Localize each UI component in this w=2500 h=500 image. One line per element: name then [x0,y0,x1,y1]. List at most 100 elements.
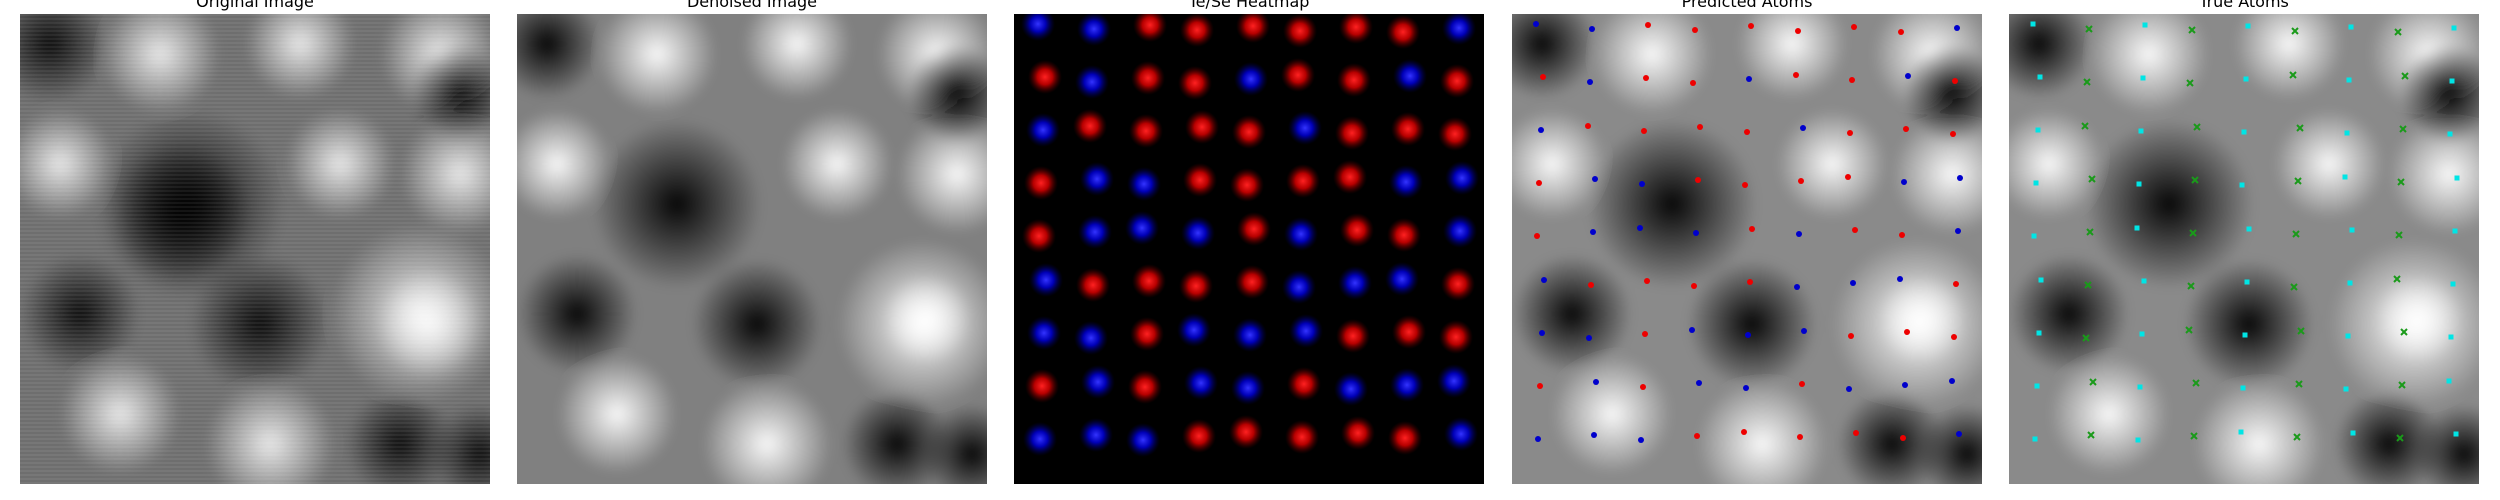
predicted-atom-dot [1744,129,1750,135]
predicted-atom-dot [1533,21,1539,27]
heatmap-title: Te/Se Heatmap [1188,0,1310,11]
heatmap-atom-glow [1182,419,1216,453]
predicted-atom-dot [1899,232,1905,238]
denoised-image-title: Denoised Image [686,0,818,11]
true-atom-marker [2294,177,2302,185]
heatmap-panel: Te/Se Heatmap [1014,0,1484,484]
heatmap-atom-glow [1025,369,1059,403]
true-atom-marker [2244,279,2250,285]
predicted-atom-dot [1741,429,1747,435]
predicted-atom-dot [1644,278,1650,284]
predicted-atom-dot [1695,177,1701,183]
true-atom-marker [2034,383,2040,389]
heatmap-atom-glow [1337,63,1371,97]
predicted-atom-dot [1539,330,1545,336]
true-atoms-panel: True Atoms [2009,0,2479,484]
predicted-atom-dot [1691,283,1697,289]
true-atom-marker [2344,130,2350,136]
true-atom-marker [2399,125,2407,133]
heatmap-atoms [1021,14,1479,457]
predicted-atoms-image [1512,14,1982,484]
heatmap-atom-glow [1185,110,1219,144]
heatmap-atom-glow [1284,217,1318,251]
predicted-atom-dot [1746,76,1752,82]
predicted-atom-dot [1692,27,1698,33]
heatmap-atom-glow [1289,314,1323,348]
true-atom-marker [2345,333,2351,339]
predicted-atom-dot [1845,174,1851,180]
heatmap-atom-glow [1133,14,1167,42]
predicted-atom-dot [1796,231,1802,237]
predicted-atom-dot [1639,181,1645,187]
true-atom-marker [2136,181,2142,187]
true-atom-marker [2084,281,2092,289]
predicted-atom-dot [1585,123,1591,129]
heatmap-atom-glow [1179,269,1213,303]
true-atom-marker [2245,23,2251,29]
true-atom-marker [2242,332,2248,338]
predicted-atom-dot [1846,386,1852,392]
true-atom-marker [2447,131,2453,137]
true-atom-marker [2297,327,2305,335]
heatmap-atom-glow [1285,420,1319,454]
heatmap-atom-glow [1075,65,1109,99]
heatmap-atom-glow [1390,368,1424,402]
true-atom-marker [2241,129,2247,135]
true-atom-marker [2142,22,2148,28]
heatmap-atom-glow [1388,421,1422,455]
predicted-atom-dot [1952,78,1958,84]
heatmap-atom-glow [1229,415,1263,449]
heatmap-atom-glow [1442,14,1476,45]
predicted-atom-dot [1902,382,1908,388]
true-atom-marker [2451,25,2457,31]
heatmap-atom-glow [1235,265,1269,299]
true-atom-marker [2088,175,2096,183]
heatmap-atom-glow [1023,422,1057,456]
heatmap-atom-glow [1080,162,1114,196]
heatmap-atom-glow [1181,216,1215,250]
true-atom-marker [2347,280,2353,286]
predicted-atom-dot [1747,279,1753,285]
true-atom-marker [2085,25,2093,33]
true-atom-marker [2032,436,2038,442]
predicted-atom-dot [1898,29,1904,35]
predicted-atom-dot [1950,131,1956,137]
predicted-atom-dot [1592,176,1598,182]
true-atom-marker [2083,78,2091,86]
heatmap-atom-glow [1234,62,1268,96]
heatmap-atom-glow [1392,315,1426,349]
true-atom-marker [2290,283,2298,291]
heatmap-atom-glow [1237,212,1271,246]
heatmap-atom-glow [1024,166,1058,200]
predicted-atom-dot [1693,230,1699,236]
true-atom-marker [2401,72,2409,80]
true-atom-marker [2246,226,2252,232]
true-atom-marker [2192,379,2200,387]
true-atom-marker [2139,331,2145,337]
heatmap-atom-glow [1338,266,1372,300]
predicted-background [1512,14,1982,484]
heatmap-atom-glow [1132,264,1166,298]
predicted-atom-dot [1951,334,1957,340]
true-atom-marker [2086,228,2094,236]
true-atom-marker [2293,433,2301,441]
predicted-atom-dot [1588,282,1594,288]
predicted-atom-dot [1697,124,1703,130]
predicted-atom-dot [1799,381,1805,387]
true-atom-marker [2238,429,2244,435]
true-atom-marker [2134,225,2140,231]
true-atom-marker [2448,334,2454,340]
predicted-atom-dot [1586,335,1592,341]
heatmap-atom-glow [1233,318,1267,352]
predicted-atom-dot [1797,434,1803,440]
predicted-atom-dot [1749,226,1755,232]
true-atom-marker [2186,79,2194,87]
denoised-image-panel: Denoised Image [517,0,987,484]
true-atom-marker [2449,78,2455,84]
true-atom-marker [2035,127,2041,133]
predicted-atom-dot [1903,126,1909,132]
true-atom-marker [2350,430,2356,436]
true-atom-marker [2089,378,2097,386]
predicted-atom-dot [1694,433,1700,439]
heatmap-atom-glow [1439,320,1473,354]
